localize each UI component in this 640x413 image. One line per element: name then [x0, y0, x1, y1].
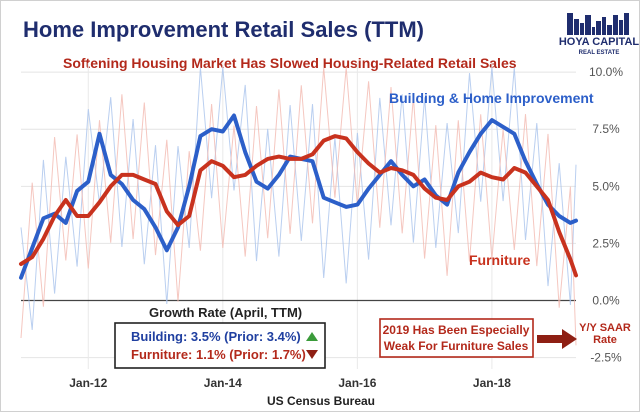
- hoya-capital-logo: HOYA CAPITAL REAL ESTATE: [559, 13, 640, 56]
- skyline-building: [580, 23, 584, 35]
- y-axis-title: Y/Y SAAR Rate: [579, 322, 631, 346]
- skyline-icon: [567, 13, 629, 35]
- logo-tagline: REAL ESTATE: [579, 50, 620, 56]
- growth-box: [114, 322, 326, 369]
- down-arrow-icon: [306, 350, 318, 359]
- source-note: US Census Bureau: [267, 394, 375, 408]
- x-axis-ticks: Jan-12 Jan-14 Jan-16 Jan-18: [69, 376, 511, 390]
- y-tick-label: 7.5%: [592, 122, 620, 136]
- chart-title: Home Improvement Retail Sales (TTM): [23, 17, 424, 42]
- x-tick-label: Jan-18: [473, 376, 511, 390]
- skyline-building: [624, 13, 629, 35]
- series-label-furniture: Furniture: [469, 252, 531, 268]
- chart-subtitle: Softening Housing Market Has Slowed Hous…: [63, 55, 517, 71]
- y-tick-label: 2.5%: [592, 236, 620, 250]
- skyline-building: [585, 15, 591, 35]
- growth-box-title: Growth Rate (April, TTM): [149, 305, 302, 320]
- y-tick-label: 0.0%: [592, 293, 620, 307]
- callout-line-1: 2019 Has Been Especially: [383, 323, 530, 337]
- series-line-furniture: [19, 134, 578, 278]
- monthly-line-furniture: [20, 67, 577, 346]
- y-tick-label: 5.0%: [592, 179, 620, 193]
- skyline-building: [596, 21, 601, 35]
- monthly-line-building: [20, 67, 577, 330]
- growth-row-furniture: Furniture: 1.1% (Prior: 1.7%): [131, 347, 306, 362]
- skyline-building: [574, 19, 579, 35]
- callout-line-2: Weak For Furniture Sales: [384, 339, 529, 353]
- skyline-building: [567, 13, 573, 35]
- y-axis-ticks: 10.0% 7.5% 5.0% 2.5% 0.0% -2.5%: [589, 65, 623, 364]
- x-tick-label: Jan-14: [204, 376, 242, 390]
- logo-name: HOYA CAPITAL: [559, 36, 640, 48]
- x-tick-label: Jan-12: [69, 376, 107, 390]
- callout-arrow-icon: [537, 329, 577, 349]
- skyline-building: [619, 20, 623, 35]
- ttm-series: [19, 113, 578, 280]
- growth-row-building: Building: 3.5% (Prior: 3.4%): [131, 329, 301, 344]
- skyline-building: [592, 27, 595, 35]
- monthly-series: [20, 67, 577, 346]
- y-tick-label: 10.0%: [589, 65, 623, 79]
- series-label-building: Building & Home Improvement: [389, 90, 594, 106]
- up-arrow-icon: [306, 332, 318, 341]
- callout-box: [379, 318, 534, 358]
- x-tick-label: Jan-16: [338, 376, 376, 390]
- skyline-building: [613, 15, 618, 35]
- skyline-building: [602, 17, 606, 35]
- y-tick-label: -2.5%: [590, 351, 622, 365]
- skyline-building: [607, 25, 612, 35]
